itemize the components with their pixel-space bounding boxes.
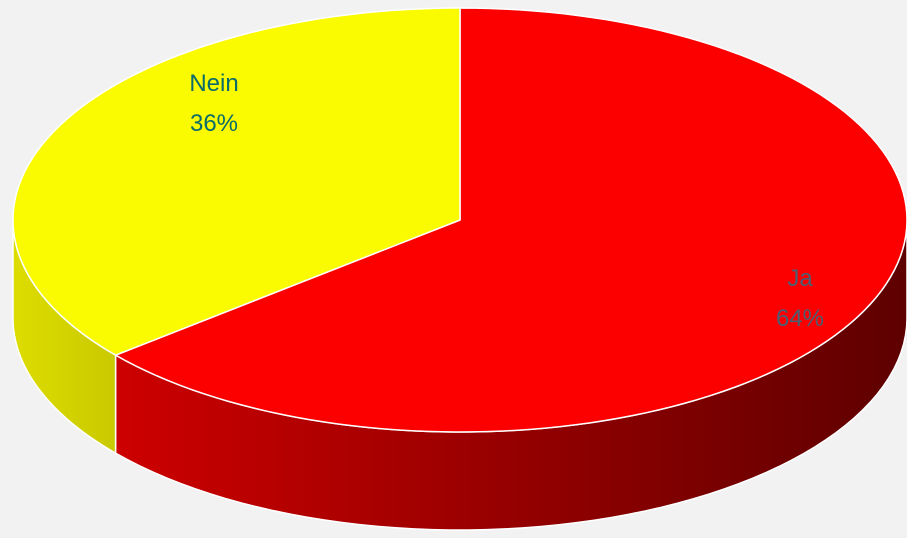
pie-labels: Ja 64% Nein 36% bbox=[189, 70, 824, 332]
slice-percent-ja: 64% bbox=[776, 305, 824, 332]
pie-slice-nein bbox=[12, 7, 461, 356]
slice-label-ja: Ja bbox=[787, 265, 813, 292]
pie-slice-ja bbox=[114, 7, 907, 433]
pie-tops bbox=[12, 7, 907, 433]
slice-percent-nein: 36% bbox=[190, 110, 238, 137]
slice-label-nein: Nein bbox=[189, 70, 238, 97]
